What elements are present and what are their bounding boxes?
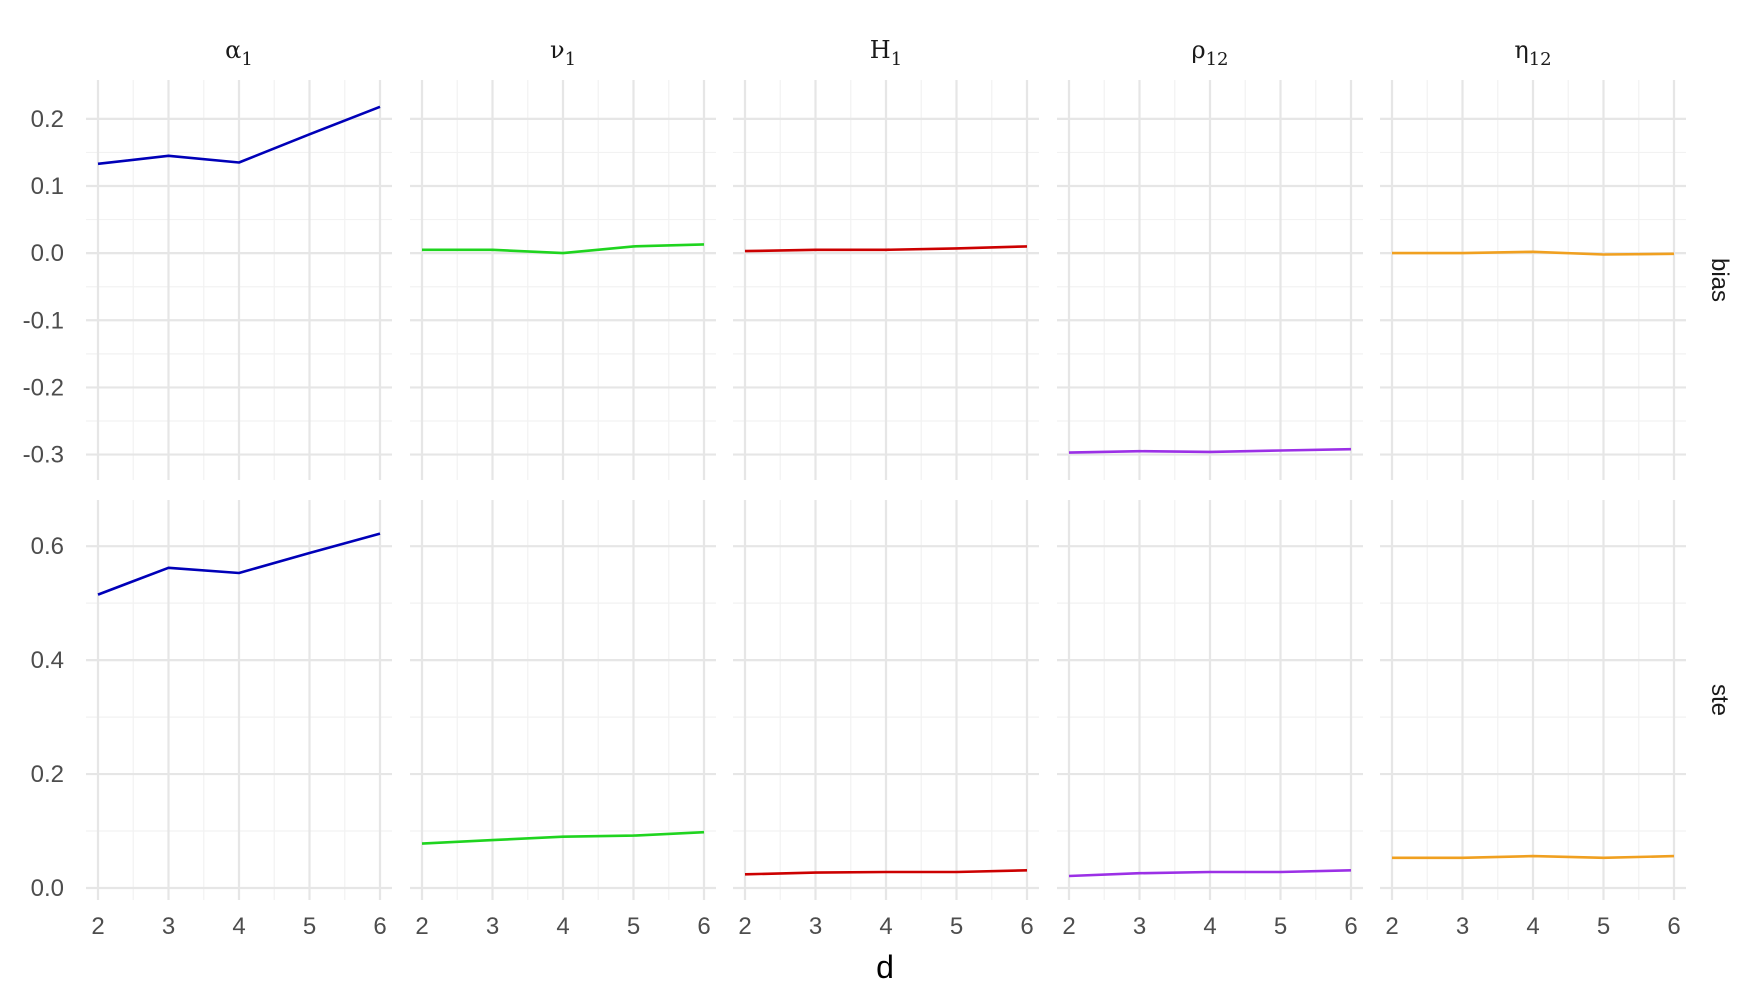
- series-line-ste-alpha1: [97, 532, 381, 596]
- y-tick-label-bias: -0.3: [23, 442, 64, 469]
- x-tick-label: 5: [950, 913, 963, 940]
- strip-label-alpha1: α1: [225, 36, 253, 70]
- strip-label-H1: H1: [870, 36, 902, 70]
- y-tick-label-ste: 0.0: [31, 875, 64, 902]
- x-axis-title: d: [876, 949, 894, 985]
- panel-bias-rho12: [1057, 80, 1363, 480]
- row-strip-label-bias: bias: [1706, 258, 1733, 302]
- x-tick-label: 6: [1667, 913, 1680, 940]
- series-line-bias-rho12: [1068, 447, 1352, 454]
- x-tick-label: 3: [1133, 913, 1146, 940]
- panel-ste-alpha1: [86, 500, 392, 900]
- strip-label-eta12: η12: [1514, 36, 1551, 70]
- panel-bias-alpha1: [86, 80, 392, 480]
- row-strip-label-ste: ste: [1706, 684, 1733, 716]
- panel-bias-nu1: [410, 80, 716, 480]
- x-tick-label: 5: [627, 913, 640, 940]
- series-line-ste-rho12: [1068, 869, 1352, 878]
- x-tick-label: 5: [1597, 913, 1610, 940]
- x-tick-label: 4: [556, 913, 569, 940]
- series-line-bias-alpha1: [97, 105, 381, 166]
- x-tick-label: 4: [232, 913, 245, 940]
- row-strips: bias ste: [1706, 258, 1733, 716]
- panel-bias-eta12: [1380, 80, 1686, 480]
- column-strips: α1 ν1 H1 ρ12 η12: [225, 36, 1551, 70]
- strip-label-rho12: ρ12: [1191, 36, 1228, 70]
- panel-bias-H1: [733, 80, 1039, 480]
- x-tick-label: 2: [1062, 913, 1075, 940]
- x-tick-label: 5: [303, 913, 316, 940]
- panel-grid: [86, 80, 1686, 900]
- x-tick-label: 3: [1456, 913, 1469, 940]
- x-tick-label: 2: [1385, 913, 1398, 940]
- series-line-ste-nu1: [421, 830, 705, 845]
- series-line-ste-eta12: [1392, 854, 1675, 860]
- y-tick-label-bias: 0.0: [31, 240, 64, 267]
- y-tick-label-bias: -0.1: [23, 307, 64, 334]
- y-tick-label-ste: 0.4: [31, 647, 64, 674]
- x-tick-label: 3: [809, 913, 822, 940]
- panel-ste-rho12: [1057, 500, 1363, 900]
- x-tick-label: 6: [373, 913, 386, 940]
- x-tick-label: 6: [1020, 913, 1033, 940]
- y-tick-label-bias: 0.2: [31, 106, 64, 133]
- y-tick-label-ste: 0.6: [31, 533, 64, 560]
- series-line-ste-H1: [744, 869, 1028, 876]
- x-tick-label: 6: [1344, 913, 1357, 940]
- x-axes: 2 3 4 5 6 2 3 4 5 6 2 3 4 5 6 2 3 4 5 6 2 3 4 5 6: [91, 913, 1680, 940]
- x-tick-label: 3: [486, 913, 499, 940]
- x-tick-label: 5: [1274, 913, 1287, 940]
- x-tick-label: 4: [1526, 913, 1539, 940]
- x-tick-label: 3: [162, 913, 175, 940]
- y-tick-label-bias: -0.2: [23, 374, 64, 401]
- x-tick-label: 4: [879, 913, 892, 940]
- panel-ste-nu1: [410, 500, 716, 900]
- series-line-bias-nu1: [422, 243, 705, 255]
- y-tick-label-bias: 0.1: [31, 173, 64, 200]
- y-tick-label-ste: 0.2: [31, 761, 64, 788]
- x-tick-label: 6: [697, 913, 710, 940]
- series-line-bias-eta12: [1392, 250, 1675, 256]
- series-line-bias-H1: [744, 245, 1028, 253]
- panel-ste-H1: [733, 500, 1039, 900]
- x-tick-label: 4: [1203, 913, 1216, 940]
- x-tick-label: 2: [91, 913, 104, 940]
- strip-label-nu1: ν1: [550, 36, 576, 70]
- x-tick-label: 2: [738, 913, 751, 940]
- x-tick-label: 2: [415, 913, 428, 940]
- panel-ste-eta12: [1380, 500, 1686, 900]
- y-axes: 0.2 0.1 0.0 -0.1 -0.2 -0.3 0.6 0.4 0.2 0.0: [23, 106, 64, 902]
